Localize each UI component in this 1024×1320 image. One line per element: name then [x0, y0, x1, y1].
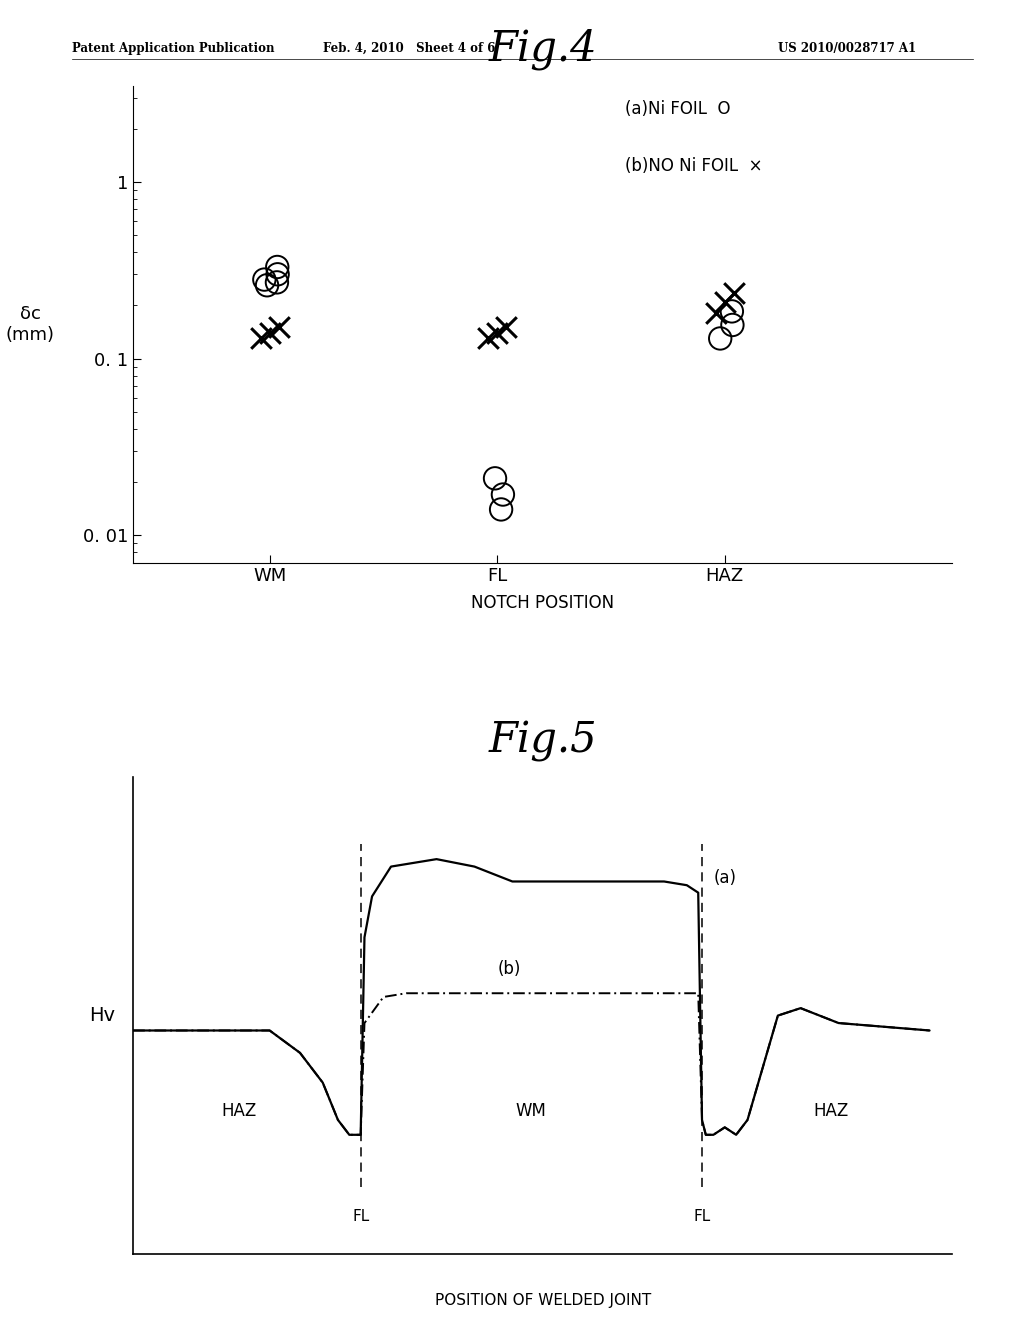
X-axis label: POSITION OF WELDED JOINT: POSITION OF WELDED JOINT	[434, 1292, 651, 1308]
Point	[708, 302, 724, 323]
Text: FL: FL	[352, 1209, 370, 1224]
Title: Fig.5: Fig.5	[488, 719, 597, 762]
Point	[261, 269, 278, 290]
Title: Fig.4: Fig.4	[488, 28, 597, 70]
Text: HAZ: HAZ	[813, 1102, 849, 1119]
Y-axis label: Hv: Hv	[89, 1006, 116, 1026]
Point	[717, 292, 733, 313]
Text: HAZ: HAZ	[221, 1102, 257, 1119]
Text: FL: FL	[693, 1209, 711, 1224]
Point	[252, 327, 268, 348]
Point	[257, 275, 273, 296]
Text: (a)Ni FOIL  O: (a)Ni FOIL O	[625, 100, 730, 117]
Point	[726, 282, 742, 304]
Point	[259, 272, 275, 293]
Point	[711, 327, 727, 348]
Point	[497, 499, 513, 520]
Text: WM: WM	[516, 1102, 547, 1119]
Text: Feb. 4, 2010   Sheet 4 of 6: Feb. 4, 2010 Sheet 4 of 6	[324, 42, 496, 55]
Point	[722, 314, 738, 335]
Point	[262, 256, 279, 277]
Point	[254, 264, 270, 285]
Point	[489, 322, 506, 343]
Point	[714, 301, 730, 322]
Point	[270, 317, 287, 338]
Point	[495, 467, 511, 488]
Point	[261, 322, 278, 343]
Text: Patent Application Publication: Patent Application Publication	[72, 42, 274, 55]
Point	[480, 327, 497, 348]
Text: (b)NO Ni FOIL  ×: (b)NO Ni FOIL ×	[625, 157, 762, 176]
Point	[480, 484, 497, 506]
Text: US 2010/0028717 A1: US 2010/0028717 A1	[778, 42, 916, 55]
X-axis label: NOTCH POSITION: NOTCH POSITION	[471, 594, 614, 611]
Y-axis label: δc
(mm): δc (mm)	[5, 305, 54, 343]
Text: (b): (b)	[498, 961, 520, 978]
Point	[498, 317, 514, 338]
Text: (a): (a)	[714, 869, 736, 887]
